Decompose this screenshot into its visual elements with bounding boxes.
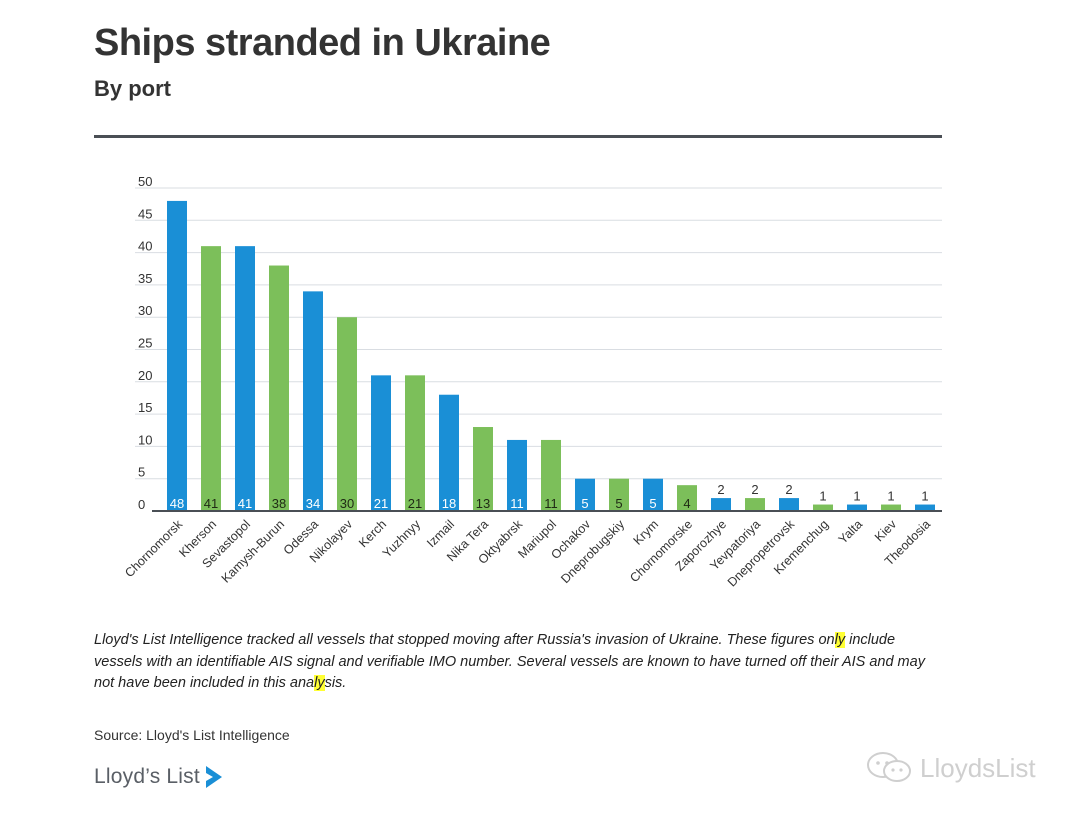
bar: [745, 498, 765, 511]
value-label: 30: [340, 496, 354, 511]
bar: [813, 504, 833, 511]
value-label: 5: [615, 496, 622, 511]
brand-name: Lloyd’s List: [94, 765, 200, 788]
bar: [303, 291, 323, 511]
category-label: Kiev: [872, 517, 900, 545]
source-note: Source: Lloyd's List Intelligence: [94, 727, 290, 743]
bar: [847, 504, 867, 511]
category-label: Krym: [631, 517, 662, 548]
chart-subtitle: By port: [94, 76, 171, 101]
footnote-text-1: Lloyd's List Intelligence tracked all ve…: [94, 632, 835, 648]
value-label: 13: [476, 496, 490, 511]
value-label: 11: [544, 496, 558, 511]
y-tick-label: 15: [138, 400, 152, 415]
footnote-highlight-1: ly: [834, 632, 846, 648]
value-label: 5: [649, 496, 656, 511]
y-tick-label: 50: [138, 174, 152, 189]
y-tick-label: 25: [138, 336, 152, 351]
value-label: 21: [408, 496, 422, 511]
bar: [167, 200, 187, 512]
chat-bubbles-icon: [867, 752, 911, 782]
category-label: Yuzhnyy: [380, 517, 424, 561]
y-tick-label: 20: [138, 368, 152, 383]
value-label: 5: [581, 496, 588, 511]
value-label: 11: [510, 496, 524, 511]
bar: [439, 394, 459, 511]
value-label: 21: [374, 496, 388, 511]
value-label: 2: [717, 482, 724, 497]
value-label: 34: [306, 496, 320, 511]
footnote-text-3: sis.: [324, 675, 347, 691]
bar: [201, 246, 221, 511]
bar: [609, 478, 629, 511]
category-label: Kamysh-Burun: [219, 517, 287, 585]
bar: [881, 504, 901, 511]
value-label: 1: [819, 489, 826, 504]
bar: [337, 317, 357, 511]
bar: [711, 498, 731, 511]
value-label: 2: [785, 482, 792, 497]
category-label: Chornomorsk: [122, 517, 185, 580]
bar: [405, 375, 425, 511]
chart-title: Ships stranded in Ukraine: [94, 22, 551, 64]
value-label: 1: [921, 489, 928, 504]
bar: [643, 478, 663, 511]
value-label: 41: [238, 496, 252, 511]
value-label: 48: [170, 496, 184, 511]
brand-logo: Lloyd’s List: [94, 764, 224, 790]
bar: [779, 498, 799, 511]
value-label: 18: [442, 496, 456, 511]
value-label: 2: [751, 482, 758, 497]
bar: [269, 265, 289, 511]
bar: [473, 427, 493, 511]
y-tick-label: 30: [138, 303, 152, 318]
bar: [371, 375, 391, 511]
footnote: Lloyd's List Intelligence tracked all ve…: [94, 630, 934, 695]
y-tick-label: 10: [138, 432, 152, 447]
bar: [507, 439, 527, 511]
category-label: Yalta: [836, 517, 865, 546]
bar: [541, 439, 561, 511]
footnote-highlight-2: ly: [314, 675, 325, 691]
bar-chart: 0510152025303540455048Chornomorsk41Khers…: [122, 174, 942, 590]
value-label: 41: [204, 496, 218, 511]
bar: [575, 478, 595, 511]
value-label: 1: [887, 489, 894, 504]
footnote-text-2: include vessels with an identifiable AIS…: [94, 632, 925, 691]
value-label: 38: [272, 496, 286, 511]
header-divider: [94, 135, 942, 138]
bar: [235, 246, 255, 511]
y-tick-label: 35: [138, 271, 152, 286]
watermark-text: LloydsList: [920, 752, 1036, 783]
bar: [915, 504, 935, 511]
y-tick-label: 40: [138, 239, 152, 254]
brand-chevron-icon: [205, 766, 222, 788]
watermark: LloydsList: [866, 750, 1036, 786]
y-tick-label: 45: [138, 206, 152, 221]
value-label: 1: [853, 489, 860, 504]
y-tick-label: 5: [138, 465, 145, 480]
bar: [677, 485, 697, 511]
value-label: 4: [683, 496, 690, 511]
y-tick-label: 0: [138, 497, 145, 512]
